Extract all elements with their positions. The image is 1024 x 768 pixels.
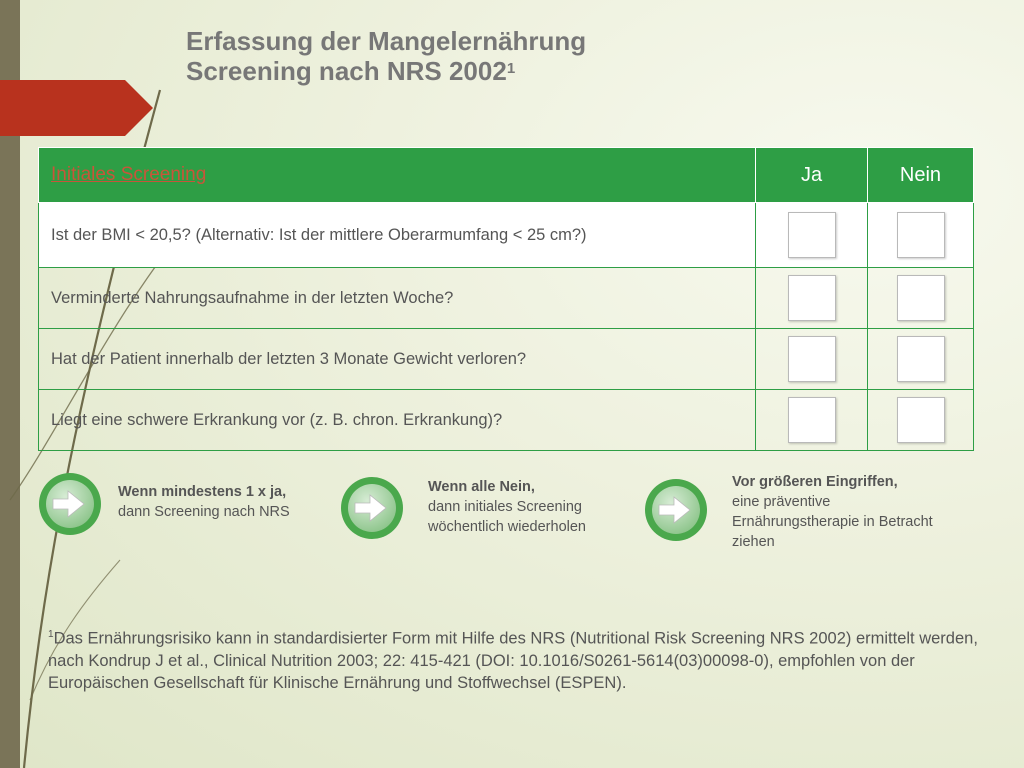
note-3-text: eine präventive Ernährungstherapie in Be…	[732, 494, 933, 550]
page-title: Erfassung der Mangelernährung Screening …	[186, 26, 586, 86]
table-row: Verminderte Nahrungsaufnahme in der letz…	[38, 267, 974, 329]
arrow-right-circle-icon	[341, 477, 403, 539]
footnote: 1Das Ernährungsrisiko kann in standardis…	[48, 624, 978, 694]
header-no: Nein	[867, 147, 974, 203]
note-2-text: dann initiales Screening wöchentlich wie…	[428, 499, 586, 535]
table-row: Liegt eine schwere Erkrankung vor (z. B.…	[38, 389, 974, 451]
footnote-text: Das Ernährungsrisiko kann in standardisi…	[48, 629, 978, 692]
note-3: Vor größeren Eingriffen, eine präventive…	[644, 474, 942, 552]
header-initial-screening: Initiales Screening	[38, 147, 756, 203]
title-line-2: Screening nach NRS 20021	[186, 56, 516, 86]
arrow-right-circle-icon	[39, 473, 101, 535]
red-accent-tab	[0, 80, 153, 136]
checkbox-no-intake[interactable]	[896, 275, 945, 321]
title-line-1: Erfassung der Mangelernährung	[186, 26, 587, 56]
checkbox-yes-bmi[interactable]	[787, 212, 836, 258]
note-2-bold: Wenn alle Nein,	[428, 479, 535, 495]
checkbox-yes-weight[interactable]	[787, 336, 836, 382]
screening-table: Initiales Screening Ja Nein Ist der BMI …	[38, 147, 974, 451]
title-footnote-marker: 1	[506, 60, 516, 77]
note-1-text: dann Screening nach NRS	[118, 504, 290, 520]
question-intake: Verminderte Nahrungsaufnahme in der letz…	[38, 267, 756, 329]
footnote-marker: 1	[48, 629, 54, 640]
note-1-bold: Wenn mindestens 1 x ja,	[118, 484, 287, 500]
table-header-row: Initiales Screening Ja Nein	[38, 147, 974, 203]
checkbox-no-weight[interactable]	[896, 336, 945, 382]
checkbox-yes-illness[interactable]	[787, 397, 836, 443]
note-3-bold: Vor größeren Eingriffen,	[732, 474, 898, 490]
checkbox-yes-intake[interactable]	[787, 275, 836, 321]
checkbox-no-bmi[interactable]	[896, 212, 945, 258]
header-yes: Ja	[755, 147, 868, 203]
table-row: Hat der Patient innerhalb der letzten 3 …	[38, 328, 974, 390]
question-severe-illness: Liegt eine schwere Erkrankung vor (z. B.…	[38, 389, 756, 451]
note-1: Wenn mindestens 1 x ja, dann Screening n…	[38, 472, 328, 536]
table-row: Ist der BMI < 20,5? (Alternativ: Ist der…	[38, 202, 974, 268]
question-weight-loss: Hat der Patient innerhalb der letzten 3 …	[38, 328, 756, 390]
checkbox-no-illness[interactable]	[896, 397, 945, 443]
question-bmi: Ist der BMI < 20,5? (Alternativ: Ist der…	[38, 202, 756, 268]
note-2: Wenn alle Nein, dann initiales Screening…	[340, 476, 628, 540]
arrow-right-circle-icon	[645, 479, 707, 541]
